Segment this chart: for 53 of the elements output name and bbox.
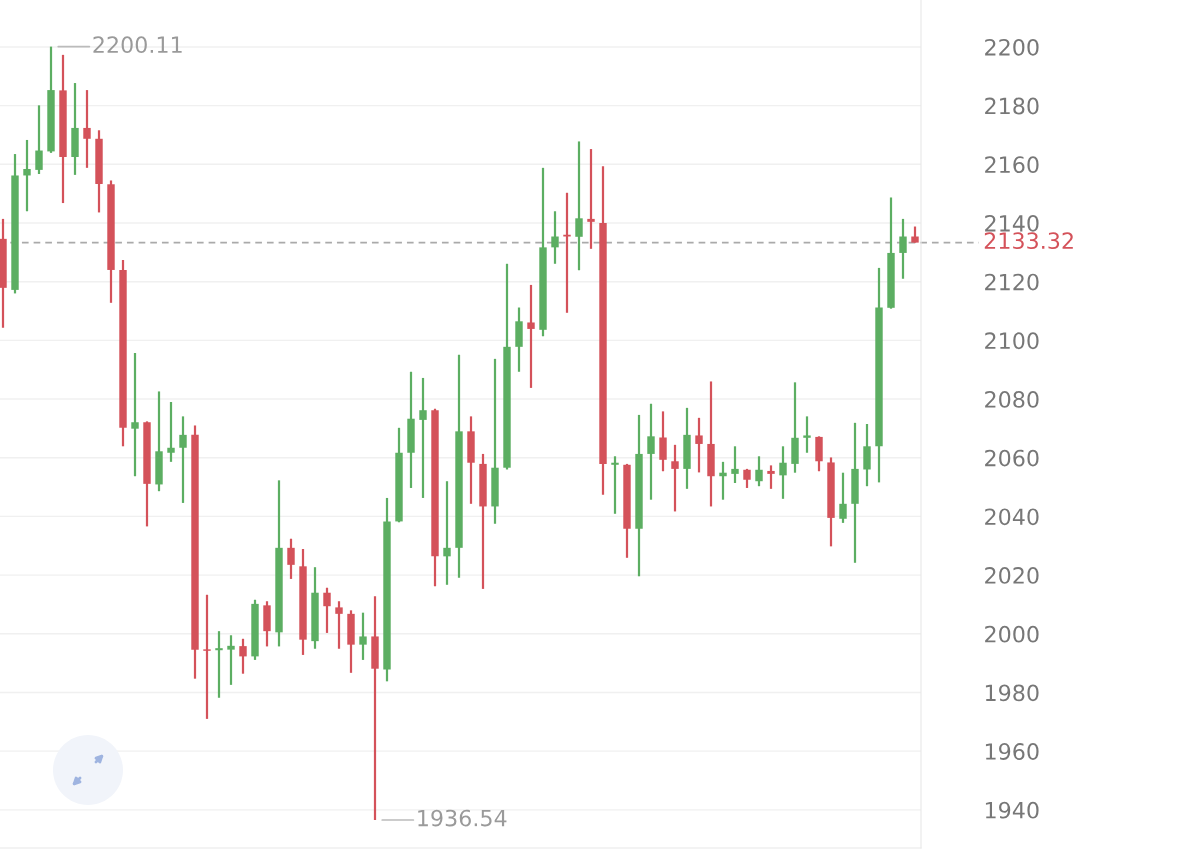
candlestick [587,147,595,250]
candlestick [335,600,343,650]
candlestick [443,480,451,586]
candlestick [23,138,31,213]
y-tick-label: 2120 [985,273,1039,291]
candlestick [167,400,175,463]
candlestick [563,191,571,314]
y-tick-label: 2000 [985,625,1039,643]
y-tick-label: 2040 [985,508,1039,526]
candlestick [695,416,703,474]
candlestick [227,634,235,686]
candlestick [83,88,91,169]
candlestick [731,445,739,485]
candlestick [239,637,247,675]
candlestick [419,376,427,500]
y-tick-label: 2020 [985,567,1039,584]
candlestick [359,611,367,662]
candlestick [527,283,535,390]
y-tick-label: 1960 [985,743,1039,760]
candlestick [863,422,871,488]
candlestick [203,593,211,720]
y-tick-label: 1940 [985,801,1039,819]
candlestick [131,351,139,478]
candlestick [575,140,583,272]
y-tick-label: 2180 [985,97,1039,115]
candlestick [35,104,43,176]
candlestick [779,445,787,500]
annotation: 1936.54 [418,809,507,827]
candlestick [287,537,295,581]
candlestick [551,210,559,265]
candlestick [839,471,847,524]
ref-line-label: 2133.32 [984,232,1073,250]
y-tick-label: 2160 [985,156,1039,174]
candlestick [215,630,223,699]
annotation: 2200.11 [93,36,182,54]
y-tick-label: 2060 [985,449,1039,467]
candlestick [323,586,331,635]
y-tick-label: 2100 [985,332,1039,350]
y-tick-label: 1980 [985,684,1039,702]
candlestick [671,443,679,513]
y-tick-label: 2200 [985,38,1039,56]
candlestick [647,402,655,501]
candlestick [767,464,775,490]
candlestick [803,415,811,454]
candlestick [899,217,907,280]
candlestick [719,460,727,501]
candlestick [179,415,187,505]
candlestick [755,455,763,488]
candlestick [611,455,619,515]
candlestick [743,467,751,490]
y-tick-label: 2140 [985,214,1039,232]
candlestick [659,410,667,473]
y-tick-label: 2080 [985,391,1039,408]
